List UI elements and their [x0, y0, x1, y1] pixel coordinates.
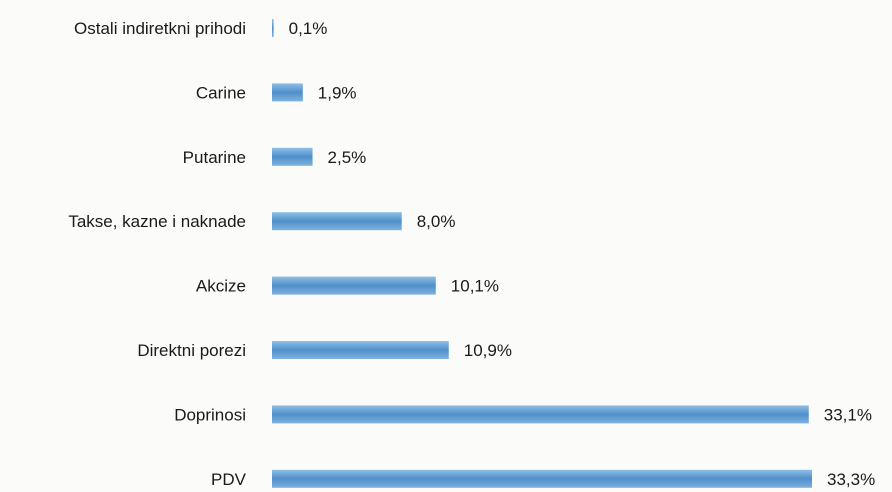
category-label-6: Direktni porezi [137, 341, 246, 360]
value-labels: 0,1% 1,9% 2,5% 8,0% 10,1% 10,9% 33,1% 33,3% [289, 19, 876, 489]
value-label-7: 33,1% [824, 405, 872, 424]
bar-7 [272, 405, 809, 424]
category-label-8: PDV [211, 470, 247, 489]
value-label-1: 0,1% [289, 19, 328, 38]
bar-6 [272, 341, 449, 359]
category-labels: Ostali indiretkni prihodi Carine Putarine T… [68, 19, 246, 489]
bar-4 [272, 212, 402, 231]
category-label-5: Akcize [196, 277, 246, 296]
bar-2 [272, 83, 303, 102]
category-label-3: Putarine [183, 148, 246, 167]
category-label-7: Doprinosi [174, 405, 246, 424]
category-label-2: Carine [196, 83, 246, 102]
category-label-1: Ostali indiretkni prihodi [74, 19, 246, 38]
bar-3 [272, 147, 313, 166]
value-label-5: 10,1% [451, 277, 499, 296]
value-label-3: 2,5% [328, 148, 367, 167]
bars-group [272, 19, 812, 488]
value-label-8: 33,3% [827, 470, 875, 489]
value-label-6: 10,9% [464, 341, 512, 360]
bar-8 [272, 469, 812, 488]
category-label-4: Takse, kazne i naknade [68, 212, 246, 231]
bar-5 [272, 276, 436, 295]
value-label-4: 8,0% [417, 212, 456, 231]
value-label-2: 1,9% [318, 83, 357, 102]
bar-1 [272, 19, 274, 37]
